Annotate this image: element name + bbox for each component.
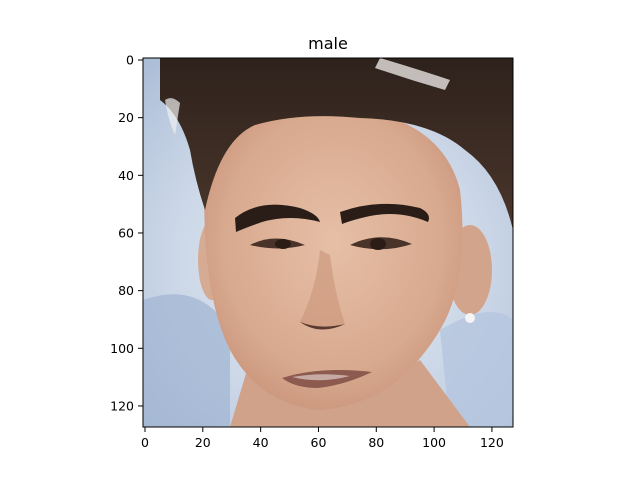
- x-axis: 0 20 40 60 80 100 120: [141, 427, 504, 450]
- x-tick-label: 60: [311, 435, 327, 450]
- plot-title: male: [308, 34, 348, 53]
- y-tick-label: 20: [118, 110, 134, 125]
- x-tick-label: 120: [480, 435, 504, 450]
- y-tick-label: 120: [110, 398, 134, 413]
- y-tick-label: 0: [126, 53, 134, 68]
- y-tick-label: 40: [118, 168, 134, 183]
- x-tick-label: 80: [368, 435, 384, 450]
- y-tick-label: 100: [110, 341, 134, 356]
- x-tick-label: 40: [253, 435, 269, 450]
- y-axis: 0 20 40 60 80 100 120: [110, 53, 143, 413]
- y-tick-label: 60: [118, 225, 134, 240]
- x-tick-label: 0: [141, 435, 149, 450]
- face-image: [143, 58, 513, 427]
- x-tick-label: 100: [422, 435, 446, 450]
- axes-frame: [142, 57, 514, 428]
- x-tick-label: 20: [195, 435, 211, 450]
- y-tick-label: 80: [118, 283, 134, 298]
